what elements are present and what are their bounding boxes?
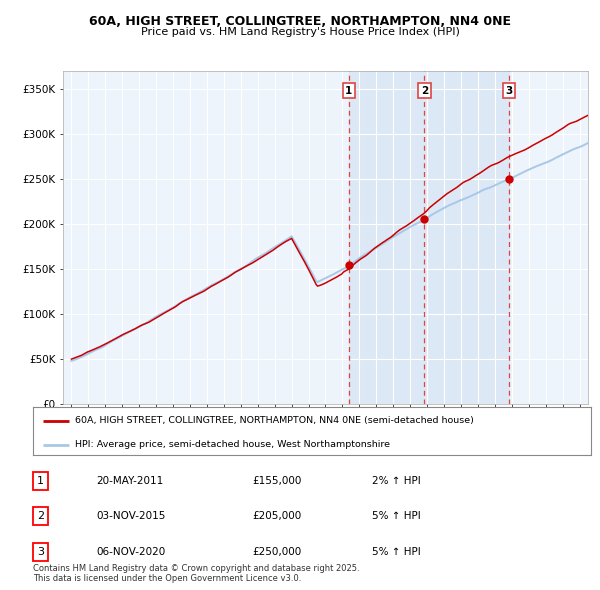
Text: 60A, HIGH STREET, COLLINGTREE, NORTHAMPTON, NN4 0NE: 60A, HIGH STREET, COLLINGTREE, NORTHAMPT… [89, 15, 511, 28]
Text: 06-NOV-2020: 06-NOV-2020 [96, 547, 165, 556]
Text: £250,000: £250,000 [252, 547, 301, 556]
Text: 5% ↑ HPI: 5% ↑ HPI [372, 547, 421, 556]
Text: £205,000: £205,000 [252, 512, 301, 521]
Bar [349, 71, 509, 404]
Text: 1: 1 [37, 476, 44, 486]
Text: Contains HM Land Registry data © Crown copyright and database right 2025.
This d: Contains HM Land Registry data © Crown c… [33, 563, 359, 583]
Text: 1: 1 [345, 86, 352, 96]
Text: 2: 2 [37, 512, 44, 521]
Text: 5% ↑ HPI: 5% ↑ HPI [372, 512, 421, 521]
Text: HPI: Average price, semi-detached house, West Northamptonshire: HPI: Average price, semi-detached house,… [75, 440, 390, 450]
Text: £155,000: £155,000 [252, 476, 301, 486]
Text: 20-MAY-2011: 20-MAY-2011 [96, 476, 163, 486]
Text: 2: 2 [421, 86, 428, 96]
Text: 3: 3 [37, 547, 44, 556]
Text: Price paid vs. HM Land Registry's House Price Index (HPI): Price paid vs. HM Land Registry's House … [140, 27, 460, 37]
Text: 3: 3 [505, 86, 513, 96]
Text: 2% ↑ HPI: 2% ↑ HPI [372, 476, 421, 486]
Text: 60A, HIGH STREET, COLLINGTREE, NORTHAMPTON, NN4 0NE (semi-detached house): 60A, HIGH STREET, COLLINGTREE, NORTHAMPT… [75, 416, 474, 425]
Text: 03-NOV-2015: 03-NOV-2015 [96, 512, 166, 521]
